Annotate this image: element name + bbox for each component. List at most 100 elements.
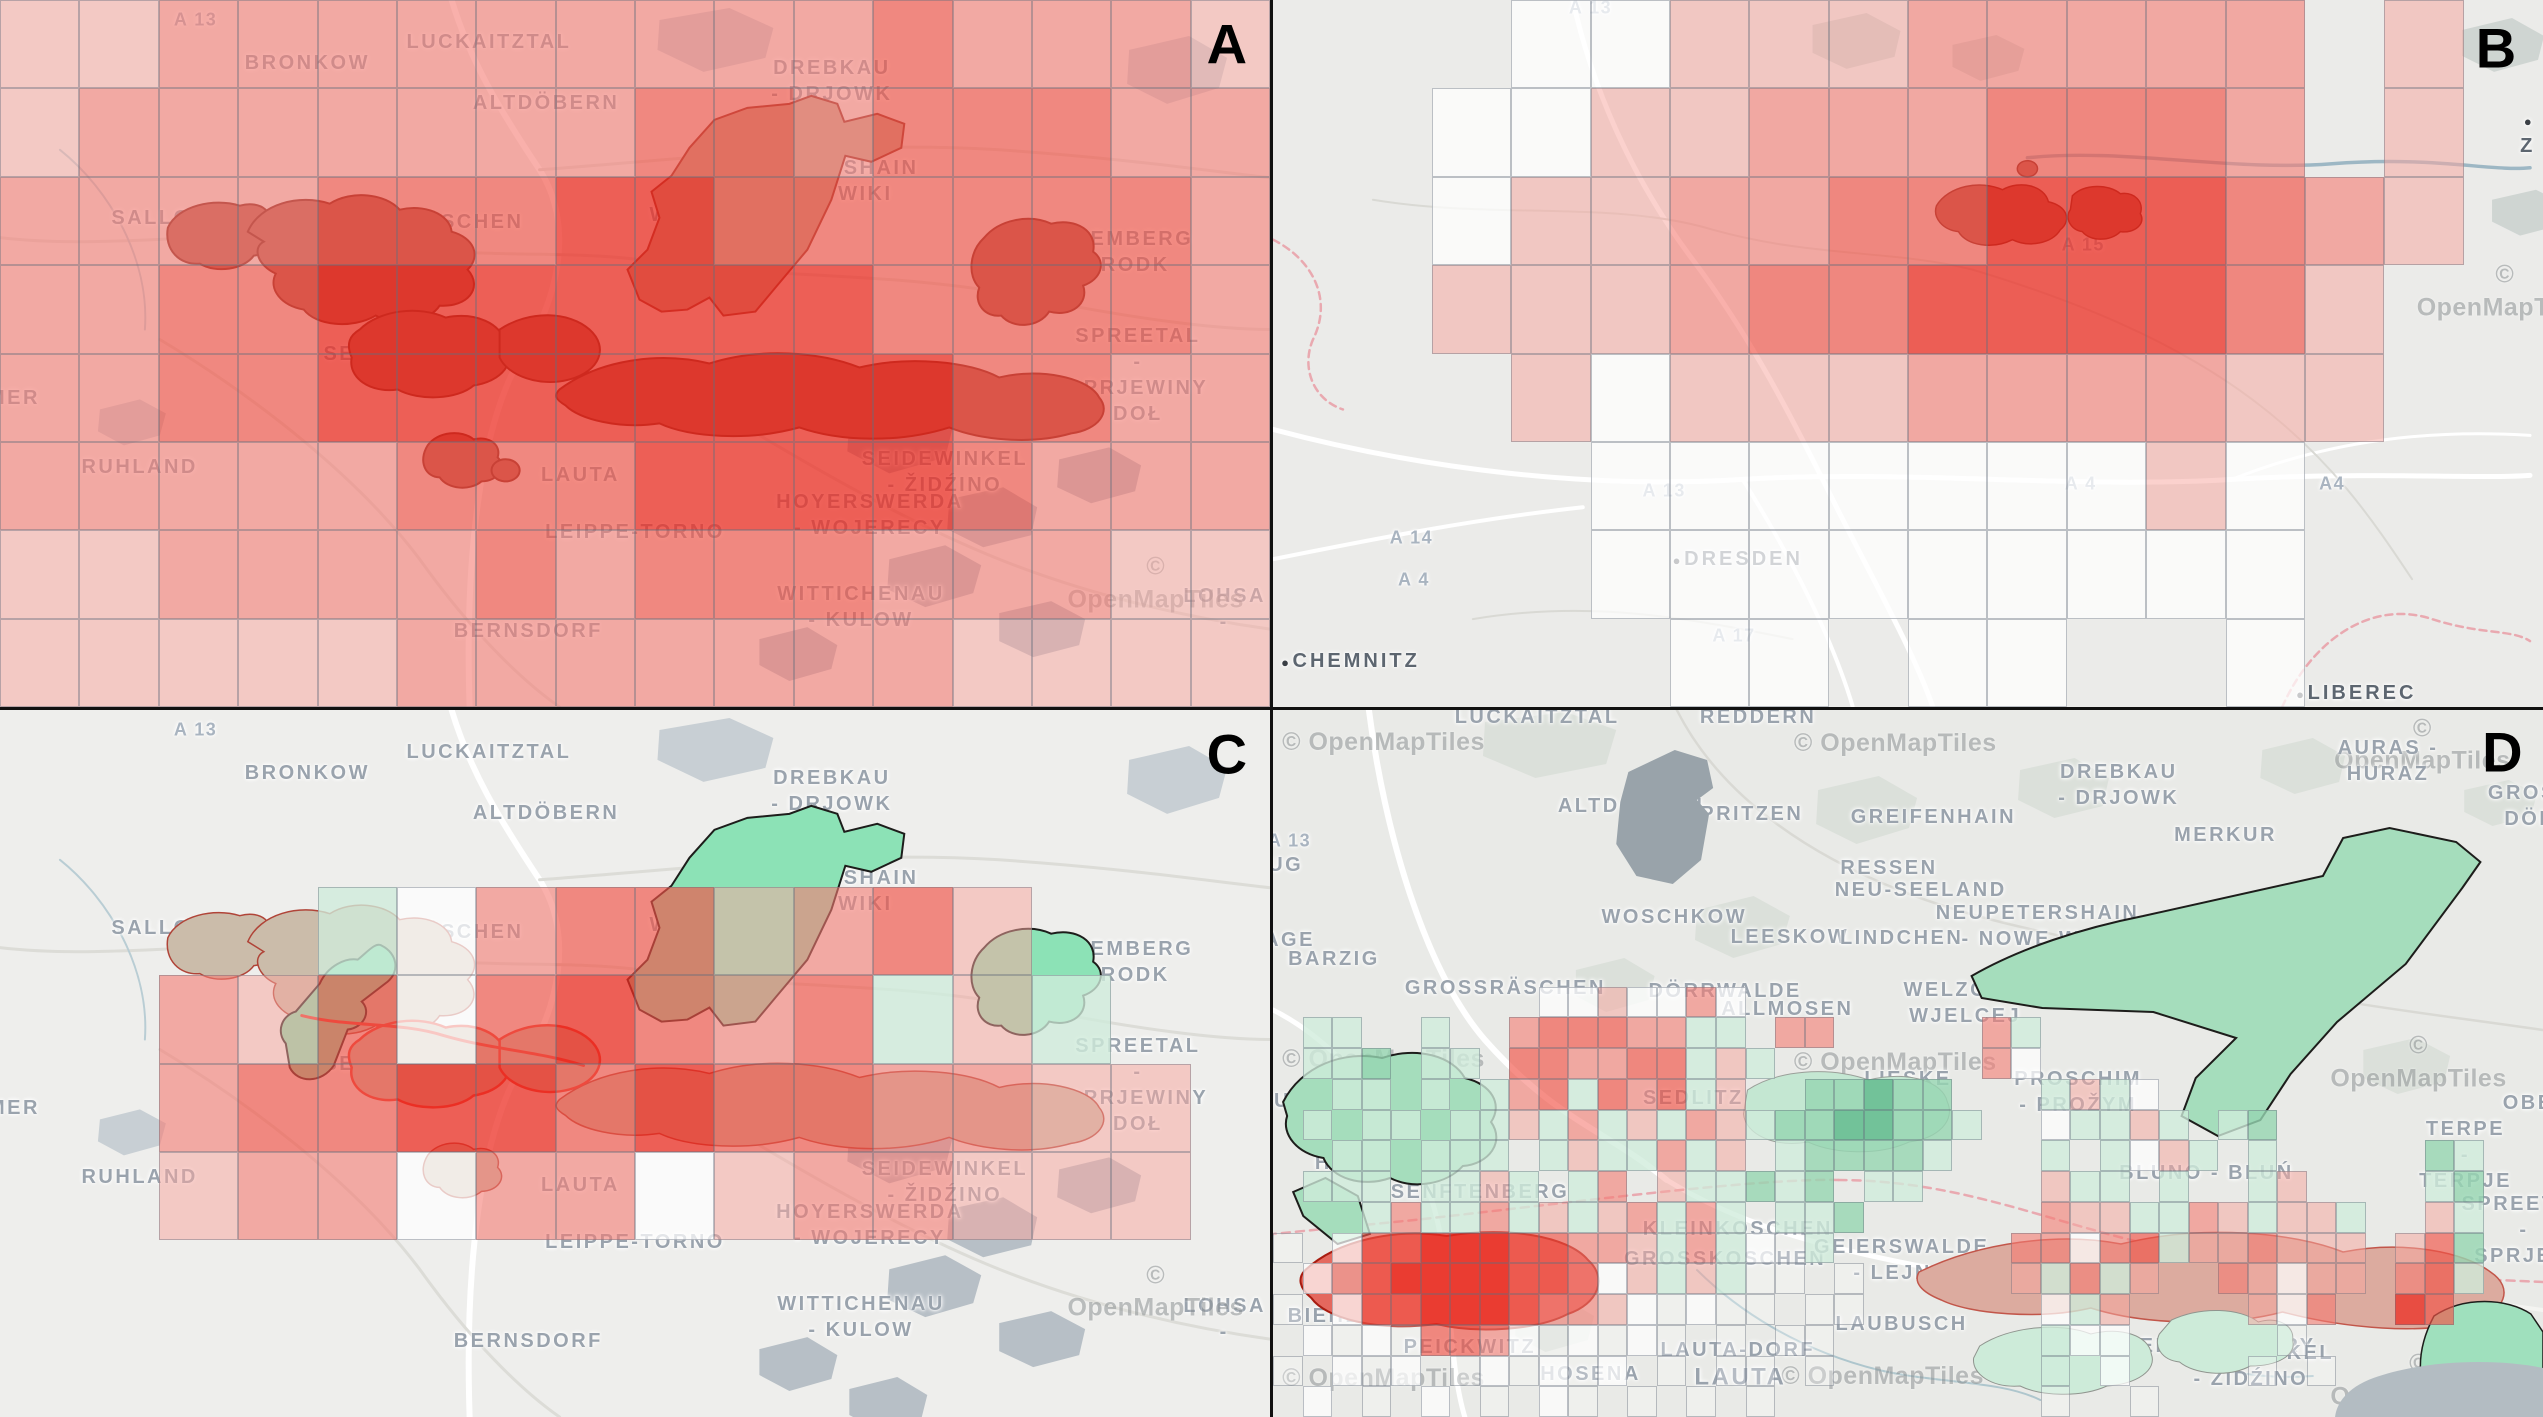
grid-cell — [1656, 1294, 1687, 1325]
grid-cell — [873, 353, 953, 442]
grid-cell — [1590, 0, 1670, 89]
grid-cell — [1332, 1078, 1362, 1110]
grid-cell — [2159, 1232, 2189, 1264]
grid-cell — [1863, 1078, 1894, 1110]
grid-cell — [158, 530, 239, 619]
map-shape — [97, 1109, 166, 1156]
grid-cell — [2277, 1201, 2307, 1233]
grid-cell — [1450, 1324, 1480, 1356]
grid-cell — [1509, 1017, 1539, 1049]
grid-cell — [2159, 1171, 2189, 1202]
grid-cell — [158, 265, 239, 354]
grid-cell — [2225, 176, 2305, 266]
grid-cell — [1627, 1109, 1657, 1141]
grid-cell — [1031, 530, 1112, 619]
grid-cell — [317, 886, 397, 976]
grid-cell — [158, 176, 239, 266]
grid-cell — [2159, 1201, 2189, 1233]
grid-cell — [1656, 1201, 1687, 1233]
grid-cell — [2454, 1263, 2484, 1295]
grid-cell — [1716, 1324, 1746, 1356]
grid-cell — [2336, 1201, 2366, 1233]
grid-cell — [1450, 1355, 1480, 1387]
grid-cell — [1908, 441, 1988, 531]
grid-cell — [1391, 1263, 1421, 1295]
grid-cell — [1361, 1294, 1392, 1325]
grid-cell — [1775, 1171, 1805, 1202]
grid-cell — [1431, 88, 1512, 177]
grid-cell — [2129, 1109, 2160, 1141]
grid-cell — [238, 0, 318, 89]
grid-cell — [1686, 1109, 1717, 1141]
grid-cell — [1922, 1078, 1953, 1110]
grid-cell — [1656, 1140, 1687, 1172]
grid-cell — [79, 265, 159, 354]
grid-cell — [2304, 265, 2385, 354]
grid-cell — [2218, 1232, 2248, 1264]
grid-cell — [1597, 1355, 1628, 1387]
grid-cell — [1716, 1263, 1746, 1295]
grid-cell — [1273, 1294, 1303, 1325]
grid-cell — [1775, 1017, 1805, 1049]
grid-cell — [2424, 1171, 2455, 1202]
grid-cell — [0, 176, 80, 266]
grid-cell — [793, 975, 874, 1064]
grid-cell — [1450, 1263, 1480, 1295]
grid-cell — [1627, 1078, 1657, 1110]
grid-cell — [1111, 176, 1191, 266]
grid-cell — [2099, 1232, 2130, 1264]
grid-cell — [1627, 1294, 1657, 1325]
grid-cell — [158, 618, 239, 707]
grid-cell — [79, 0, 159, 89]
grid-cell — [1804, 1017, 1835, 1049]
grid-cell — [1031, 353, 1112, 442]
grid-cell — [476, 441, 556, 531]
grid-cell — [2129, 1201, 2160, 1233]
grid-cell — [396, 441, 477, 531]
grid-cell — [396, 176, 477, 266]
grid-cell — [1987, 0, 2067, 89]
grid-cell — [1834, 1201, 1864, 1233]
grid-cell — [1420, 1201, 1451, 1233]
grid-cell — [476, 530, 556, 619]
grid-cell — [1332, 1355, 1362, 1387]
grid-cell — [396, 0, 477, 89]
grid-cell — [1828, 265, 1908, 354]
map-shape — [759, 1337, 838, 1392]
grid-cell — [873, 1063, 953, 1152]
grid-cell — [1568, 1294, 1598, 1325]
grid-cell — [1775, 1201, 1805, 1233]
map-shape — [1273, 505, 1585, 562]
grid-cell — [1828, 353, 1908, 442]
grid-cell — [1597, 1294, 1628, 1325]
grid-cell — [2225, 618, 2305, 707]
grid-cell — [2011, 1232, 2041, 1264]
grid-cell — [1686, 1017, 1717, 1049]
panel-letter-a: A — [1206, 12, 1248, 76]
grid-cell — [1420, 1140, 1451, 1172]
grid-cell — [1656, 1263, 1687, 1295]
grid-cell — [317, 975, 397, 1064]
grid-cell — [1656, 1232, 1687, 1264]
grid-cell — [793, 265, 874, 354]
map-shape — [1694, 896, 1790, 958]
grid-cell — [1590, 176, 1670, 266]
grid-cell — [317, 265, 397, 354]
grid-cell — [1479, 1263, 1510, 1295]
grid-cell — [1538, 1386, 1569, 1417]
grid-cell — [1391, 1355, 1421, 1387]
grid-cell — [2070, 1324, 2100, 1356]
grid-cell — [238, 265, 318, 354]
grid-cell — [1031, 265, 1112, 354]
grid-cell — [79, 353, 159, 442]
grid-cell — [2040, 1386, 2071, 1417]
grid-cell — [2070, 1171, 2100, 1202]
grid-cell — [1361, 1109, 1392, 1141]
grid-cell — [555, 265, 635, 354]
grid-cell — [2011, 1048, 2041, 1079]
grid-cell — [714, 975, 794, 1064]
grid-cell — [952, 353, 1032, 442]
grid-cell — [1190, 265, 1270, 354]
grid-cell — [1745, 1263, 1776, 1295]
